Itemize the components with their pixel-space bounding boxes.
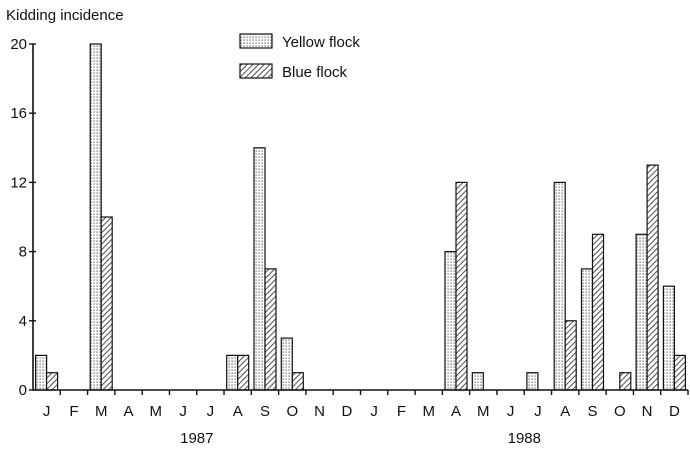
bar-blue-0 bbox=[45, 372, 59, 391]
month-label-15: A bbox=[451, 403, 461, 420]
month-label-3: A bbox=[123, 403, 133, 420]
month-label-23: D bbox=[669, 403, 680, 420]
y-tick-label-16: 16 bbox=[10, 105, 27, 122]
bar-yellow-16 bbox=[471, 372, 484, 391]
bar-blue-15 bbox=[455, 181, 468, 391]
month-label-18: J bbox=[534, 403, 542, 420]
y-tick-label-20: 20 bbox=[10, 36, 27, 53]
legend-label-yellow-flock: Yellow flock bbox=[282, 34, 360, 51]
bar-yellow-18 bbox=[526, 372, 539, 391]
bar-yellow-15 bbox=[444, 251, 457, 391]
month-label-5: J bbox=[179, 403, 187, 420]
y-tick-label-0: 0 bbox=[19, 382, 27, 399]
y-tick-label-4: 4 bbox=[19, 313, 27, 330]
bar-yellow-22 bbox=[635, 233, 648, 391]
month-label-22: N bbox=[642, 403, 653, 420]
bar-yellow-2 bbox=[89, 43, 102, 391]
legend-swatch-yellow-flock bbox=[239, 33, 273, 49]
legend-label-blue-flock: Blue flock bbox=[282, 64, 348, 81]
bar-yellow-7 bbox=[226, 354, 239, 391]
bar-yellow-8 bbox=[253, 147, 266, 391]
year-label-1987: 1987 bbox=[180, 430, 213, 447]
bar-blue-7 bbox=[237, 354, 250, 391]
month-label-8: S bbox=[260, 403, 270, 420]
legend: Yellow flock Blue flock bbox=[239, 33, 360, 81]
y-tick-label-12: 12 bbox=[10, 174, 27, 191]
month-label-16: M bbox=[477, 403, 490, 420]
month-label-20: S bbox=[587, 403, 597, 420]
month-label-6: J bbox=[207, 403, 215, 420]
bar-blue-8 bbox=[264, 268, 277, 391]
legend-swatch-blue-flock bbox=[239, 63, 273, 79]
bar-blue-22 bbox=[646, 164, 659, 391]
month-label-9: O bbox=[286, 403, 298, 420]
y-ticks: 0 4 8 12 16 20 bbox=[10, 36, 36, 399]
bar-yellow-0 bbox=[34, 354, 48, 391]
bar-blue-20 bbox=[591, 233, 605, 391]
bar-yellow-9 bbox=[280, 337, 293, 391]
month-label-2: M bbox=[95, 403, 108, 420]
bar-blue-19 bbox=[564, 320, 577, 391]
y-axis-label: Kidding incidence bbox=[6, 7, 124, 24]
month-label-4: M bbox=[150, 403, 163, 420]
bar-yellow-19 bbox=[553, 181, 566, 391]
month-label-1: F bbox=[69, 403, 78, 420]
month-label-11: D bbox=[341, 403, 352, 420]
month-label-0: J bbox=[43, 403, 51, 420]
month-label-14: M bbox=[422, 403, 435, 420]
bar-blue-9 bbox=[291, 372, 304, 391]
bar-yellow-20 bbox=[580, 268, 594, 391]
bar-blue-23 bbox=[673, 354, 687, 391]
month-label-17: J bbox=[507, 403, 515, 420]
month-label-10: N bbox=[314, 403, 325, 420]
year-label-1988: 1988 bbox=[508, 430, 541, 447]
month-label-13: F bbox=[397, 403, 406, 420]
bar-blue-2 bbox=[100, 216, 113, 391]
year-labels: 1987 1988 bbox=[180, 430, 541, 447]
bar-blue-21 bbox=[619, 372, 632, 391]
month-label-19: A bbox=[560, 403, 570, 420]
month-label-21: O bbox=[614, 403, 626, 420]
month-label-7: A bbox=[233, 403, 243, 420]
month-label-12: J bbox=[370, 403, 378, 420]
y-tick-label-8: 8 bbox=[19, 244, 27, 261]
bars bbox=[34, 43, 687, 391]
bar-yellow-23 bbox=[662, 285, 676, 391]
